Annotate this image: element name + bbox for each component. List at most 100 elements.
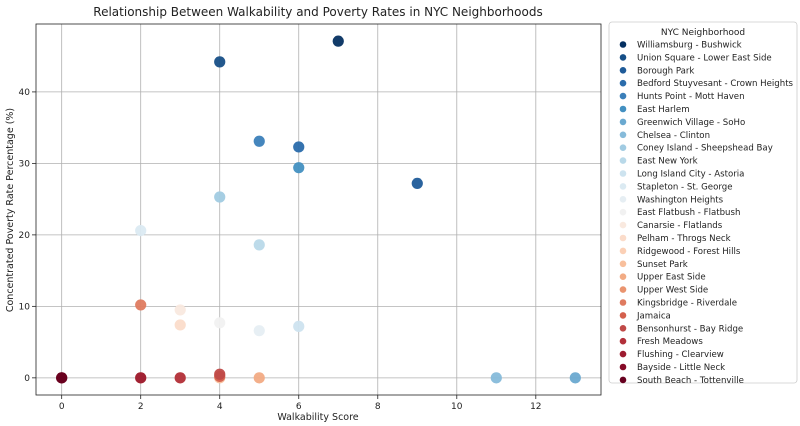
legend-item: Union Square - Lower East Side [619, 53, 772, 63]
legend-label: Coney Island - Sheepshead Bay [637, 144, 773, 154]
legend-label: Flushing - Clearview [637, 350, 724, 360]
data-point-23 [174, 372, 186, 384]
legend-item: Hunts Point - Mott Haven [619, 92, 745, 102]
legend-item: Chelsea - Clinton [619, 131, 710, 141]
plot-frame [35, 23, 602, 396]
legend-label: Kingsbridge - Riverdale [637, 299, 737, 309]
legend-marker [619, 247, 627, 255]
legend-marker [619, 350, 627, 358]
legend-marker [619, 208, 627, 216]
legend-marker [619, 54, 627, 61]
legend-label: Long Island City - Astoria [637, 170, 744, 180]
legend-item: Long Island City - Astoria [619, 170, 744, 180]
legend-marker [619, 79, 627, 87]
legend-item: Upper West Side [619, 286, 708, 296]
legend-label: Upper West Side [637, 286, 708, 296]
legend-item: Bayside - Little Neck [619, 363, 725, 373]
data-point-14 [174, 304, 186, 316]
legend-marker [619, 170, 627, 177]
legend-item: East Flatbush - Flatbush [619, 208, 740, 218]
legend-marker [619, 363, 627, 371]
legend-item: Canarsie - Flatlands [619, 221, 723, 231]
legend-label: South Beach - Tottenville [637, 376, 744, 386]
legend-label: Pelham - Throgs Neck [637, 234, 731, 244]
legend-item: Kingsbridge - Riverdale [619, 299, 737, 309]
legend-item: Fresh Meadows [619, 337, 703, 347]
legend-label: Bayside - Little Neck [637, 363, 725, 373]
legend-items: Williamsburg - Bushwick Union Square - Lo… [619, 41, 794, 386]
data-point-13 [214, 317, 226, 329]
x-tick-label: 10 [451, 402, 463, 412]
legend-item: Pelham - Throgs Neck [619, 234, 731, 244]
chart-title: Relationship Between Walkability and Pov… [93, 5, 542, 19]
legend-label: Williamsburg - Bushwick [637, 41, 742, 51]
legend-label: Bensonhurst - Bay Ridge [637, 324, 743, 334]
legend-label: Union Square - Lower East Side [637, 53, 772, 63]
legend-marker [619, 131, 627, 139]
legend-marker [619, 105, 627, 113]
data-point-12 [253, 325, 265, 337]
legend-label: Bedford Stuyvesant - Crown Heights [637, 79, 794, 89]
x-tick-label: 8 [375, 402, 381, 412]
legend-label: Stapleton - St. George [637, 182, 732, 192]
legend-label: Washington Heights [637, 195, 724, 205]
legend-marker [619, 157, 627, 164]
legend-item: Ridgewood - Forest Hills [619, 247, 741, 257]
legend-marker [619, 286, 627, 293]
legend-marker [619, 221, 627, 229]
data-point-26 [56, 372, 68, 384]
x-tick-label: 6 [296, 402, 302, 412]
data-point-9 [253, 239, 265, 251]
legend-item: Jamaica [619, 311, 671, 321]
legend-label: Hunts Point - Mott Haven [637, 92, 745, 102]
data-point-10 [293, 320, 305, 332]
data-point-0 [332, 35, 344, 47]
data-point-5 [293, 162, 305, 174]
legend-item: Upper East Side [619, 273, 706, 283]
data-point-22 [214, 368, 226, 380]
data-point-2 [411, 177, 423, 190]
y-tick-label: 20 [19, 231, 31, 241]
legend-label: Greenwich Village - SoHo [637, 118, 745, 128]
legend-marker [619, 260, 627, 268]
legend-item: East New York [619, 157, 698, 167]
legend-marker [619, 41, 627, 48]
data-point-7 [490, 372, 502, 384]
x-axis: 0 2 4 6 8 10 12 [59, 395, 542, 412]
legend-item: Washington Heights [619, 195, 724, 205]
legend-marker [619, 234, 627, 242]
x-tick-label: 12 [530, 402, 541, 412]
legend-item: Bensonhurst - Bay Ridge [619, 324, 743, 334]
legend-label: Sunset Park [637, 260, 688, 270]
legend-label: East Harlem [637, 105, 690, 115]
legend-marker [619, 67, 627, 74]
legend-marker [619, 273, 627, 281]
data-point-11 [135, 224, 147, 237]
data-point-3 [293, 141, 305, 153]
legend-title: NYC Neighborhood [661, 28, 745, 38]
legend-item: Sunset Park [619, 260, 688, 270]
legend-marker [619, 118, 627, 126]
legend-marker [619, 92, 627, 100]
legend-item: Flushing - Clearview [619, 350, 724, 360]
y-tick-label: 40 [19, 88, 31, 98]
legend: NYC Neighborhood Williamsburg - Bushwick… [608, 21, 798, 386]
legend-marker [619, 144, 627, 151]
data-point-20 [135, 299, 147, 311]
x-tick-label: 4 [217, 402, 223, 412]
data-points [56, 35, 581, 384]
legend-item: Borough Park [619, 66, 694, 76]
grid [36, 24, 601, 395]
legend-label: Chelsea - Clinton [637, 131, 710, 141]
legend-item: Bedford Stuyvesant - Crown Heights [619, 79, 794, 89]
legend-marker [619, 312, 627, 319]
legend-item: Greenwich Village - SoHo [619, 118, 745, 128]
legend-item: East Harlem [619, 105, 690, 115]
data-point-8 [214, 191, 226, 203]
legend-label: East New York [637, 157, 698, 167]
legend-marker [619, 325, 627, 332]
legend-label: Upper East Side [637, 273, 706, 283]
data-point-6 [569, 372, 581, 384]
data-point-24 [135, 372, 147, 384]
